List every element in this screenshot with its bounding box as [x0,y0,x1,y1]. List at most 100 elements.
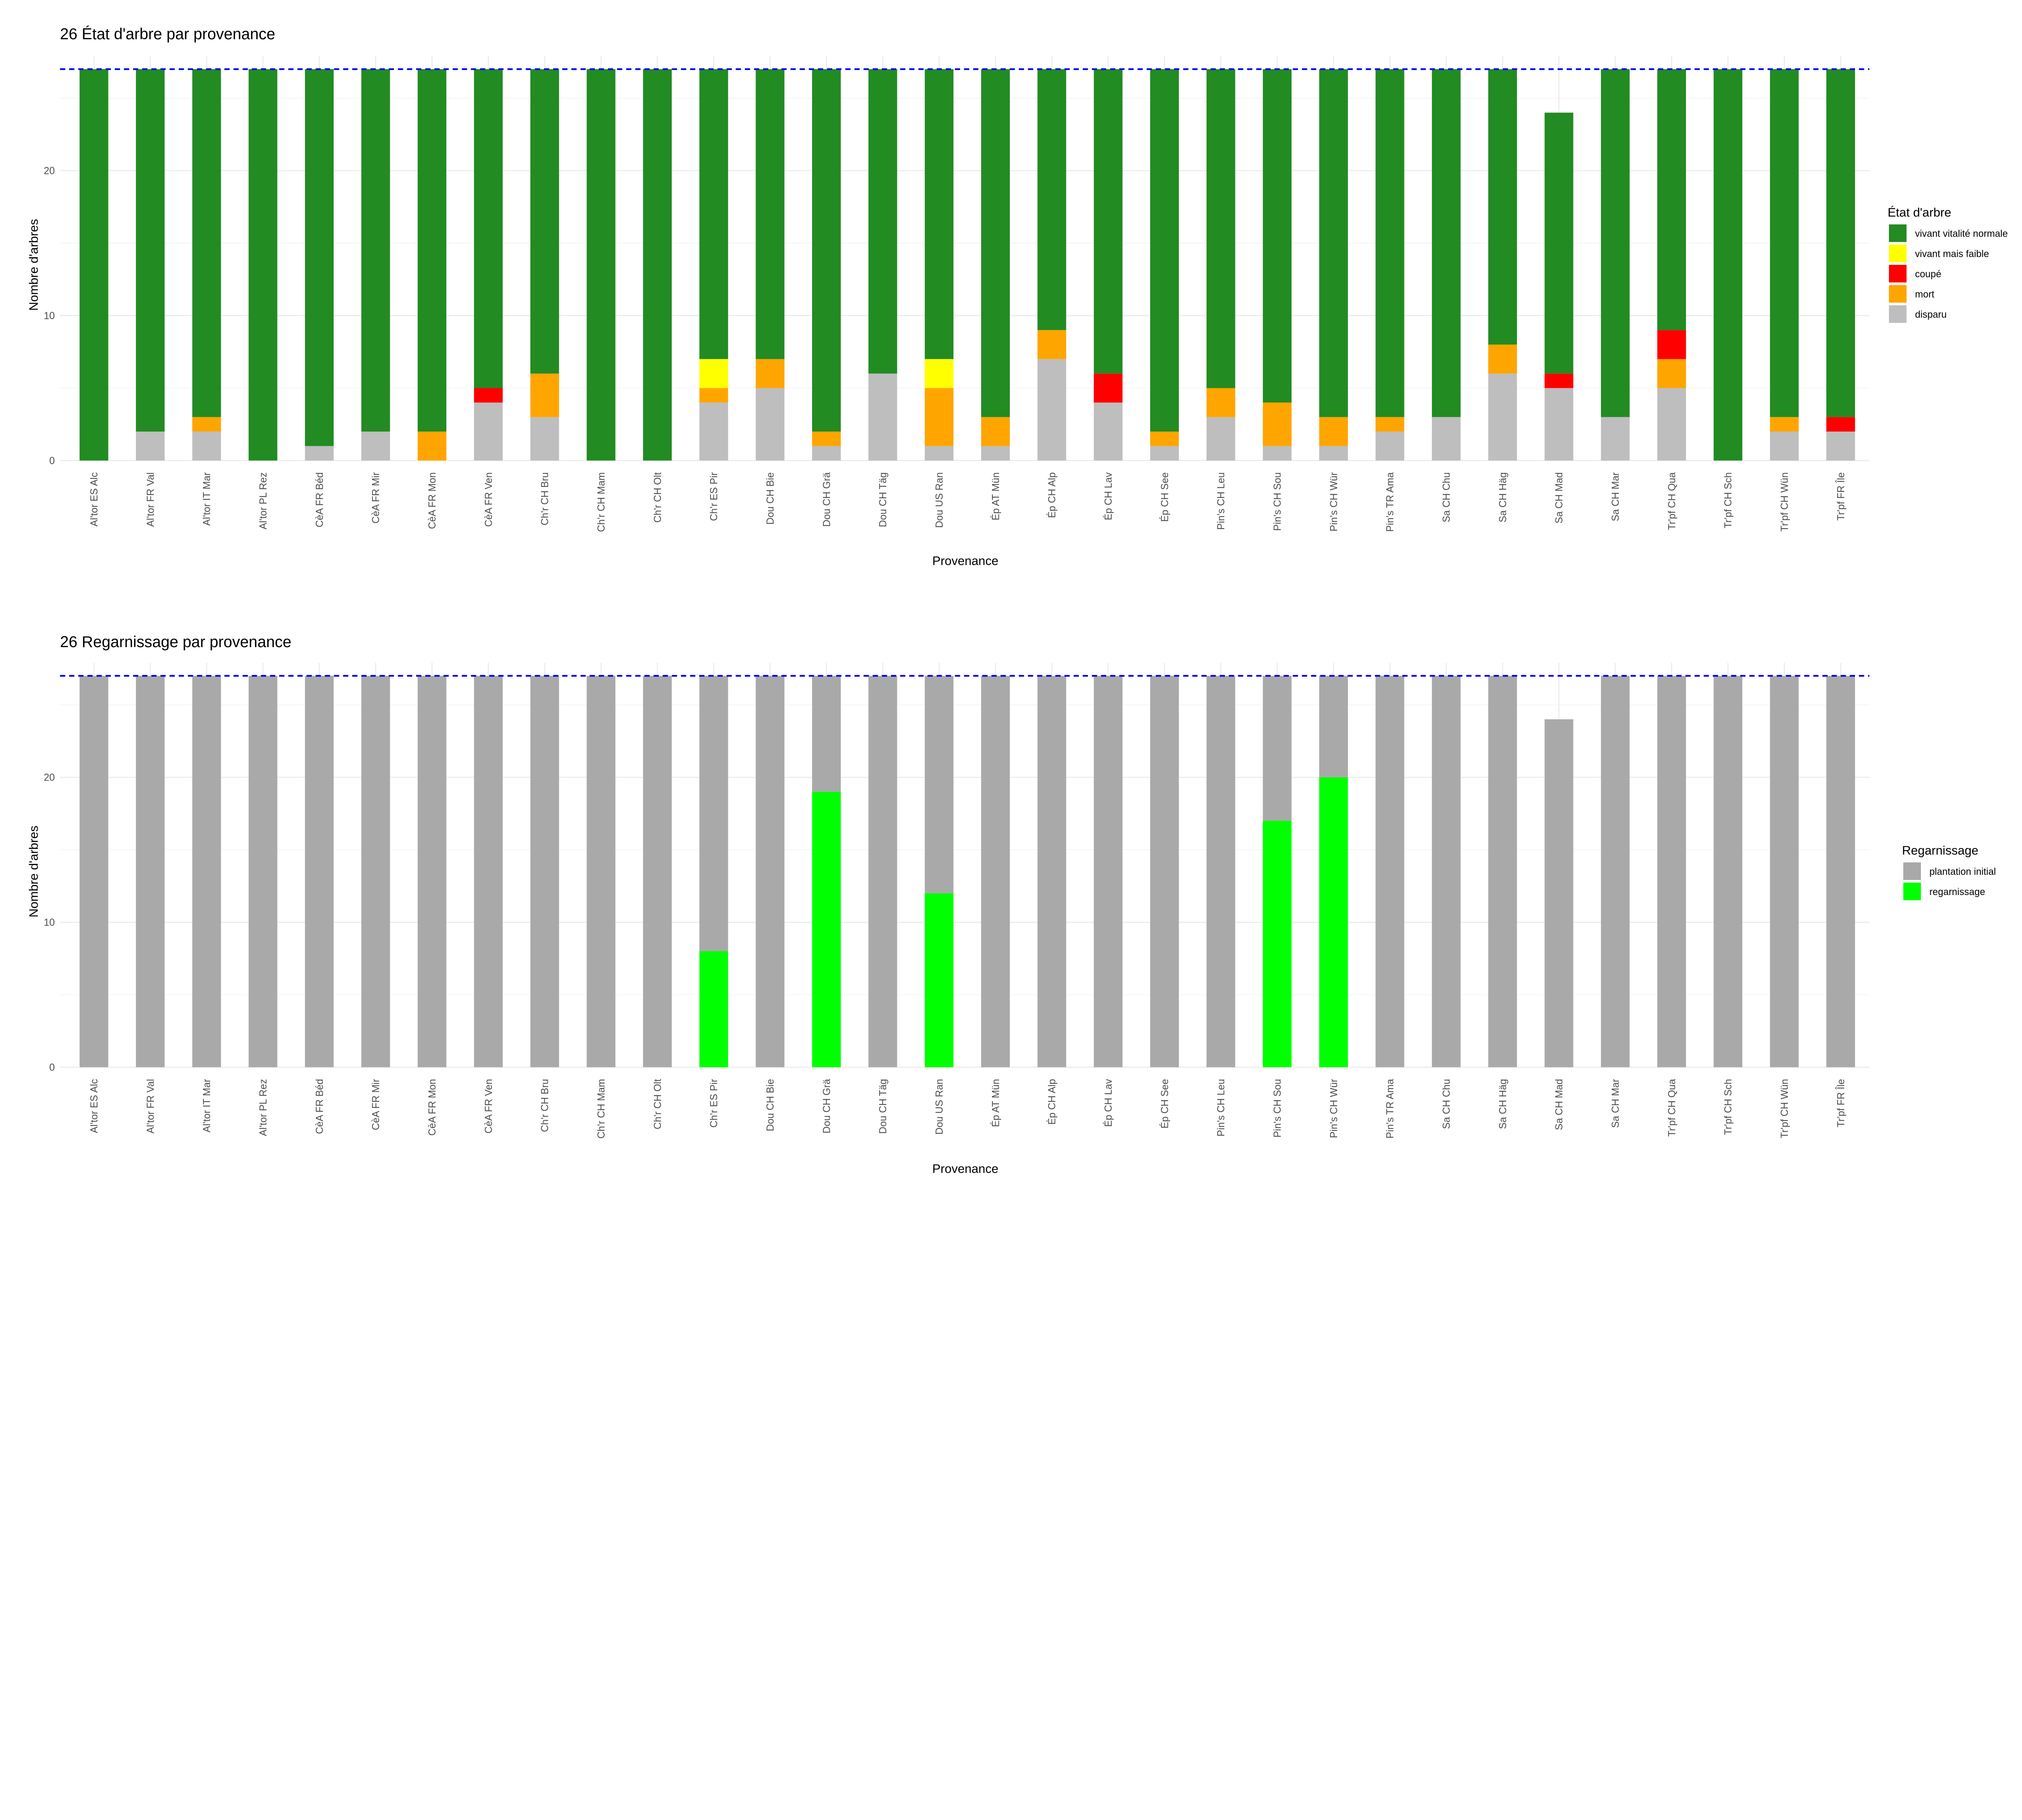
x-tick-label: Pin's CH Sou [1272,472,1283,531]
bar-segment-plantation-initial [417,675,446,1067]
x-tick-label: Ép CH Alp [1047,1079,1058,1125]
bar-segment-regarnissage [1263,821,1292,1067]
legend-label: vivant vitalité normale [1915,228,2007,239]
bar-segment-mort [1375,417,1404,432]
bar-segment-disparu [1375,432,1404,461]
bar-segment-plantation-initial [136,675,165,1067]
bar-segment-regarnissage [812,791,841,1067]
chart-panel-2: 26 Regarnissage par provenance 0 10 20 Al'to… [27,633,1996,1176]
bar-segment-vivant-vitalit-normale [1544,112,1574,374]
x-tick-label: Al'tor ES Alc [89,472,100,527]
bar-segment-disparu [1826,432,1855,461]
x-tick-label: Ép CH Lav [1103,1079,1114,1127]
bar-segment-vivant-vitalit-normale [1037,69,1066,330]
bar-segment-plantation-initial [812,675,841,792]
x-tick-label: Sa CH Häg [1497,1079,1508,1129]
bar-segment-disparu [1037,359,1066,461]
bar-segment-plantation-initial [1375,675,1404,1067]
x-axis-title: Provenance [932,554,998,568]
bar-segment-regarnissage [924,893,954,1067]
bar-segment-vivant-vitalit-normale [361,69,390,432]
x-tick-label: Al'tor IT Mar [202,472,213,526]
bar-segment-plantation-initial [1093,675,1123,1067]
chart-title: 26 État d'arbre par provenance [60,25,275,43]
bar-segment-vivant-vitalit-normale [417,69,446,432]
bar-segment-vivant-vitalit-normale [1488,69,1517,345]
bar-segment-disparu [1150,446,1179,461]
bar-segment-disparu [1319,446,1348,461]
bar-segment-vivant-vitalit-normale [1093,69,1123,374]
x-tick-label: Pin's CH Leu [1216,1079,1227,1136]
x-tick-label: Tr'pf CH Qua [1667,1079,1677,1136]
x-tick-label: Ch'r ES Pir [709,472,720,521]
bar-segment-disparu [474,402,503,461]
x-tick-label: Dou US Ran [934,472,945,528]
bar-segment-disparu [1657,388,1686,461]
bar-segment-disparu [1770,432,1799,461]
x-tick-label: Sa CH Mar [1610,1079,1621,1128]
legend-label: regarnissage [1929,887,1985,897]
legend-label: disparu [1915,309,1946,320]
y-tick-label: 20 [44,166,55,177]
bar-segment-plantation-initial [586,675,615,1067]
bar-segment-disparu [1544,388,1574,461]
x-tick-label: Ch'r ES Pir [709,1079,720,1128]
x-tick-label: Pin's CH Wür [1328,1079,1339,1138]
bar-segment-vivant-vitalit-normale [1713,69,1743,461]
bar-segment-plantation-initial [981,675,1010,1067]
bar-segment-vivant-vitalit-normale [868,69,897,374]
bar-segment-mort [1657,359,1686,388]
bar-segment-plantation-initial [1206,675,1235,1067]
legend-swatch [1889,224,1907,242]
bar-segment-vivant-mais-faible [699,359,728,388]
bar-segment-mort [924,388,954,446]
bar-segment-vivant-vitalit-normale [755,69,785,359]
x-tick-label: Tr'pf CH Qua [1667,472,1677,530]
bar-segment-coup- [1544,373,1574,388]
x-tick-label: Pin's CH Sou [1272,1079,1283,1138]
bar-segment-vivant-vitalit-normale [1375,69,1404,417]
bar-segment-disparu [192,432,221,461]
bar-segment-plantation-initial [755,675,785,1067]
x-tick-label: Ch'r CH Mam [596,1079,607,1139]
legend: Regarnissage plantation initial regarnissa… [1902,844,1996,900]
bar-segment-disparu [981,446,1010,461]
bar-segment-plantation-initial [924,675,954,893]
bar-segment-mort [755,359,785,388]
bar-segment-disparu [1432,417,1461,461]
y-tick-label: 10 [44,917,55,928]
bar-segment-plantation-initial [1488,675,1517,1067]
x-tick-label: Pin's CH Leu [1216,472,1227,530]
chart-figure: 26 État d'arbre par provenance 0 10 20 Al'to… [27,25,2008,1176]
bar-segment-plantation-initial [1263,675,1292,821]
bar-segment-vivant-vitalit-normale [1657,69,1686,330]
bar-segment-plantation-initial [1601,675,1630,1067]
bar-segment-vivant-vitalit-normale [1432,69,1461,417]
x-tick-label: CèA FR Mir [371,472,382,524]
bar-segment-plantation-initial [305,675,334,1067]
legend-label: mort [1915,289,1934,300]
bar-segment-plantation-initial [1037,675,1066,1067]
bar-segment-mort [1037,330,1066,359]
x-tick-label: Pin's CH Wür [1328,472,1339,531]
x-tick-label: Ép CH See [1159,1079,1170,1129]
bar-segment-plantation-initial [474,675,503,1067]
bar-segment-plantation-initial [1657,675,1686,1067]
bar-segment-vivant-mais-faible [924,359,954,388]
y-axis-title: Nombre d'arbres [27,219,41,311]
bar-segment-vivant-vitalit-normale [981,69,1010,417]
legend-title: État d'arbre [1888,205,1951,219]
legend-swatch [1889,305,1907,323]
bar-segment-disparu [924,446,954,461]
y-axis-title: Nombre d'arbres [27,825,41,917]
bar-segment-coup- [1093,373,1123,403]
x-tick-label: Ép AT Mün [990,1079,1001,1127]
x-tick-label: Ch'r CH Bru [540,472,551,525]
bar-segment-mort [1206,388,1235,417]
bar-segment-coup- [1657,330,1686,359]
x-tick-label: Dou CH Grä [821,1079,832,1133]
x-tick-label: Al'tor PL Rez [258,1079,269,1136]
x-tick-label: Dou CH Täg [878,472,889,527]
x-tick-label: Ch'r CH Bru [540,1079,551,1132]
x-tick-label: Sa CH Mar [1610,472,1621,521]
